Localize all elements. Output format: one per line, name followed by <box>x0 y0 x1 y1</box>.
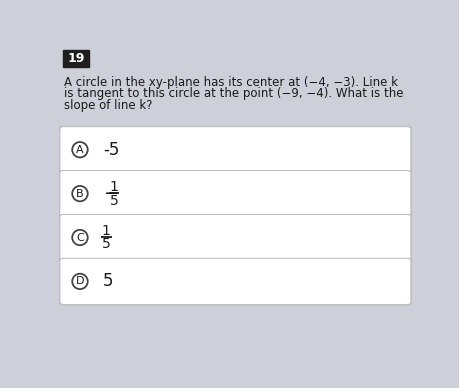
Text: −: − <box>103 185 118 203</box>
FancyBboxPatch shape <box>60 171 410 217</box>
Text: B: B <box>76 189 84 199</box>
FancyBboxPatch shape <box>60 126 410 173</box>
Text: 5: 5 <box>109 194 118 208</box>
FancyBboxPatch shape <box>60 215 410 261</box>
Text: 5: 5 <box>103 272 113 290</box>
Text: 1: 1 <box>101 223 111 237</box>
FancyBboxPatch shape <box>60 258 410 305</box>
Text: 1: 1 <box>109 180 118 194</box>
Text: 19: 19 <box>67 52 84 65</box>
Text: slope of line k?: slope of line k? <box>63 99 152 112</box>
FancyBboxPatch shape <box>59 214 411 262</box>
Text: D: D <box>76 276 84 286</box>
FancyBboxPatch shape <box>59 126 411 173</box>
Text: -5: -5 <box>103 141 119 159</box>
FancyBboxPatch shape <box>59 170 411 218</box>
FancyBboxPatch shape <box>57 47 413 71</box>
Text: A: A <box>76 145 84 155</box>
FancyBboxPatch shape <box>59 258 411 305</box>
Text: is tangent to this circle at the point (−9, −4). What is the: is tangent to this circle at the point (… <box>63 87 403 100</box>
Text: 5: 5 <box>102 237 111 251</box>
Text: A circle in the xy-plane has its center at (−4, −3). Line k: A circle in the xy-plane has its center … <box>63 76 397 89</box>
Text: C: C <box>76 232 84 242</box>
FancyBboxPatch shape <box>63 50 89 67</box>
